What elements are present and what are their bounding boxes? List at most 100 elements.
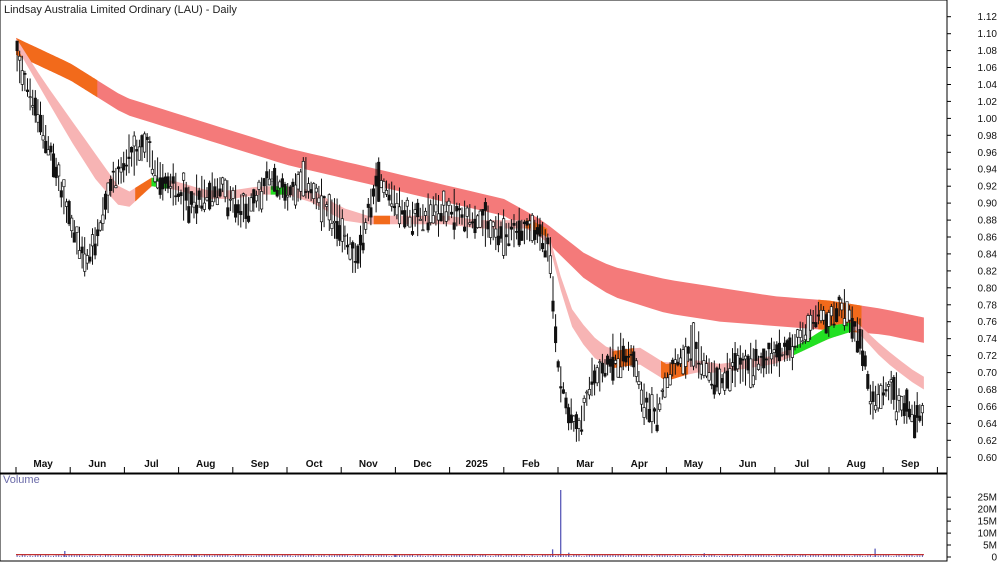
price-candle [106, 182, 110, 196]
volume-tick-label: 25M [978, 493, 997, 504]
price-candle [38, 114, 43, 133]
price-candle [723, 372, 727, 391]
price-candle [390, 203, 394, 207]
price-candle [72, 232, 76, 243]
x-tick-label: 2025 [466, 459, 489, 470]
price-candle [702, 360, 706, 376]
price-candle [569, 414, 573, 424]
x-tick-label: Jun [739, 459, 757, 470]
price-candle [528, 220, 532, 225]
price-candle [535, 227, 539, 235]
price-candle [75, 226, 79, 233]
price-candle [639, 389, 644, 405]
price-candle [600, 362, 604, 374]
price-candle [127, 156, 131, 159]
x-tick-label: Aug [196, 459, 215, 470]
price-candle [478, 210, 482, 228]
volume-tick-label: 5M [983, 541, 997, 552]
price-candle [567, 407, 571, 424]
price-candle [611, 356, 615, 381]
price-candle [796, 329, 800, 338]
price-candle [28, 96, 32, 99]
price-candle [874, 405, 878, 411]
price-candle [894, 411, 898, 421]
price-candle [25, 89, 30, 92]
price-candle [395, 203, 399, 216]
price-candle [689, 358, 693, 361]
price-candle [85, 255, 89, 264]
price-candle [215, 197, 219, 205]
price-candle [582, 397, 586, 403]
price-candle [684, 346, 688, 367]
price-candle [153, 175, 157, 183]
price-candle [660, 389, 664, 392]
price-candle [863, 355, 867, 367]
price-candle [655, 424, 659, 432]
price-candle [114, 185, 118, 189]
price-candle [803, 334, 807, 341]
y-tick-label: 0.62 [978, 436, 998, 447]
price-candle [470, 221, 474, 224]
price-candle [431, 215, 435, 224]
price-candle [249, 197, 253, 212]
x-tick-label: Sep [251, 459, 269, 470]
price-candle [384, 190, 389, 195]
price-candle [325, 204, 329, 207]
price-candle [15, 40, 19, 52]
price-candle [697, 362, 701, 365]
price-candle [533, 230, 537, 240]
price-candle [387, 194, 391, 201]
price-candle [450, 211, 454, 215]
price-candle [23, 73, 27, 75]
price-candle [561, 389, 565, 394]
price-candle [619, 366, 623, 379]
price-candle [746, 355, 750, 371]
price-candle [780, 354, 784, 356]
y-tick-label: 1.00 [978, 114, 998, 125]
price-candle [704, 363, 709, 377]
price-candle [652, 408, 657, 412]
price-candle [296, 174, 300, 190]
price-candle [489, 220, 493, 238]
price-candle [280, 178, 284, 188]
price-candle [850, 317, 854, 339]
price-candle [884, 389, 888, 392]
price-candle [444, 211, 448, 222]
price-candle [434, 204, 438, 213]
price-candle [111, 170, 115, 173]
price-candle [559, 386, 563, 389]
price-candle [340, 218, 344, 242]
chart-title: Lindsay Australia Limited Ordinary (LAU)… [4, 4, 237, 16]
y-tick-label: 0.84 [978, 249, 998, 260]
price-candle [624, 355, 628, 363]
price-candle [491, 221, 495, 227]
price-candle [119, 167, 123, 173]
price-candle [161, 177, 165, 190]
price-candle [572, 415, 576, 422]
price-candle [832, 323, 836, 326]
price-candle [208, 182, 212, 210]
price-candle [593, 370, 597, 384]
price-candle [574, 414, 578, 430]
price-candle [587, 389, 591, 396]
price-candle [507, 243, 511, 246]
price-candle [853, 321, 857, 327]
price-candle [824, 314, 828, 334]
price-candle [59, 190, 63, 198]
price-candle [67, 201, 71, 225]
price-candle [98, 222, 102, 231]
price-candle [335, 221, 339, 239]
y-tick-label: 0.96 [978, 148, 998, 159]
price-candle [244, 203, 248, 219]
price-candle [455, 206, 459, 212]
price-candle [413, 209, 417, 214]
price-candle [254, 195, 258, 202]
price-candle [626, 355, 631, 358]
price-candle [743, 355, 748, 360]
price-candle [806, 315, 810, 342]
price-candle [509, 226, 513, 230]
price-candle [775, 344, 779, 358]
price-candle [512, 222, 516, 226]
price-candle [182, 172, 186, 181]
price-candle [783, 342, 787, 347]
